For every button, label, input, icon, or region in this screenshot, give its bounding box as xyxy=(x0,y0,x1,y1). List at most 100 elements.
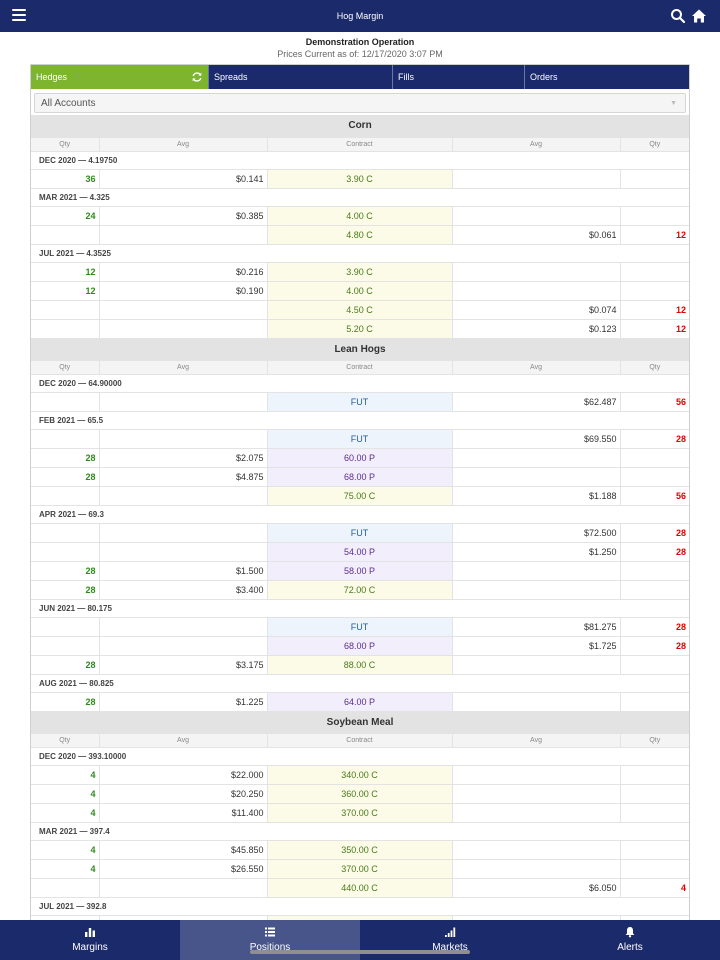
long-qty xyxy=(31,429,100,449)
position-row[interactable]: 12 $0.216 3.90 C xyxy=(31,262,689,282)
position-row[interactable]: 28 $1.225 64.00 P xyxy=(31,692,689,712)
position-row[interactable]: 4 $22.000 340.00 C xyxy=(31,765,689,785)
position-row[interactable]: 75.00 C $1.188 56 xyxy=(31,486,689,506)
short-qty xyxy=(620,169,689,189)
position-row[interactable]: FUT $72.500 28 xyxy=(31,523,689,543)
short-qty: 28 xyxy=(620,636,689,656)
short-qty: 28 xyxy=(620,523,689,543)
position-row[interactable]: 28 $3.400 72.00 C xyxy=(31,580,689,600)
contract-cell[interactable]: FUT xyxy=(267,392,453,412)
long-avg: $1.500 xyxy=(99,561,268,581)
contract-cell[interactable]: FUT xyxy=(267,429,453,449)
long-qty xyxy=(31,225,100,245)
position-row[interactable]: 28 $1.500 58.00 P xyxy=(31,561,689,581)
long-avg: $2.075 xyxy=(99,448,268,468)
position-row[interactable]: 28 $4.875 68.00 P xyxy=(31,467,689,487)
long-qty: 4 xyxy=(31,803,100,823)
contract-cell[interactable]: 370.00 C xyxy=(267,859,453,879)
section-header: Corn xyxy=(31,115,689,138)
contract-cell[interactable]: 5.20 C xyxy=(267,319,453,339)
short-avg: $0.061 xyxy=(452,225,621,245)
position-row[interactable]: 12 $0.190 4.00 C xyxy=(31,281,689,301)
contract-cell[interactable]: 72.00 C xyxy=(267,580,453,600)
contract-cell[interactable]: 54.00 P xyxy=(267,542,453,562)
position-row[interactable]: 440.00 C $6.050 4 xyxy=(31,878,689,898)
long-avg xyxy=(99,319,268,339)
short-avg: $81.275 xyxy=(452,617,621,637)
position-row[interactable]: 28 $3.175 88.00 C xyxy=(31,655,689,675)
contract-cell[interactable]: 68.00 P xyxy=(267,636,453,656)
position-row[interactable]: 5.20 C $0.123 12 xyxy=(31,319,689,339)
position-row[interactable]: 4 $20.250 360.00 C xyxy=(31,784,689,804)
tab-spreads[interactable]: Spreads xyxy=(209,65,393,89)
month-row: JUL 2021 — 4.3525 xyxy=(31,244,689,263)
col-qty-left: Qty xyxy=(31,137,100,152)
short-avg xyxy=(452,467,621,487)
short-qty xyxy=(620,915,689,923)
contract-cell[interactable]: 75.00 C xyxy=(267,486,453,506)
position-row[interactable]: 4 $26.550 370.00 C xyxy=(31,859,689,879)
month-row: JUL 2021 — 392.8 xyxy=(31,897,689,916)
contract-cell[interactable]: 350.00 C xyxy=(267,840,453,860)
position-row[interactable]: 36 $0.141 3.90 C xyxy=(31,169,689,189)
contract-cell[interactable]: 4.00 C xyxy=(267,281,453,301)
position-row[interactable]: FUT $81.275 28 xyxy=(31,617,689,637)
short-avg xyxy=(452,206,621,226)
position-row[interactable]: 54.00 P $1.250 28 xyxy=(31,542,689,562)
position-row[interactable]: FUT $69.550 28 xyxy=(31,429,689,449)
short-qty xyxy=(620,561,689,581)
nav-alerts[interactable]: Alerts xyxy=(540,920,720,960)
search-icon[interactable] xyxy=(670,8,686,24)
short-qty: 12 xyxy=(620,225,689,245)
contract-cell[interactable]: FUT xyxy=(267,617,453,637)
contract-cell[interactable]: 64.00 P xyxy=(267,692,453,712)
month-label: JUL 2021 — 392.8 xyxy=(31,897,689,916)
contract-cell[interactable]: 340.00 C xyxy=(267,765,453,785)
contract-cell[interactable]: 60.00 P xyxy=(267,448,453,468)
position-row[interactable]: 24 $0.385 4.00 C xyxy=(31,206,689,226)
position-row[interactable]: 28 $2.075 60.00 P xyxy=(31,448,689,468)
long-qty xyxy=(31,319,100,339)
refresh-icon[interactable] xyxy=(191,71,203,83)
contract-cell[interactable]: 4.50 C xyxy=(267,300,453,320)
menu-icon[interactable] xyxy=(12,9,26,23)
long-qty: 28 xyxy=(31,448,100,468)
long-qty: 28 xyxy=(31,561,100,581)
column-header-row: Qty Avg Contract Avg Qty xyxy=(31,137,689,152)
col-qty-right: Qty xyxy=(620,137,689,152)
contract-cell[interactable]: FUT xyxy=(267,523,453,543)
contract-cell[interactable]: 68.00 P xyxy=(267,467,453,487)
position-row[interactable]: 4 $11.400 370.00 C xyxy=(31,803,689,823)
position-row[interactable]: 4.50 C $0.074 12 xyxy=(31,300,689,320)
account-select[interactable]: All Accounts ▼ xyxy=(34,93,686,113)
long-avg: $0.385 xyxy=(99,206,268,226)
short-avg xyxy=(452,169,621,189)
contract-cell[interactable]: 4.80 C xyxy=(267,225,453,245)
position-row[interactable]: FUT $62.487 56 xyxy=(31,392,689,412)
long-qty xyxy=(31,392,100,412)
contract-cell[interactable]: 360.00 C xyxy=(267,784,453,804)
position-row[interactable]: 4.80 C $0.061 12 xyxy=(31,225,689,245)
long-qty: 24 xyxy=(31,206,100,226)
nav-margins[interactable]: Margins xyxy=(0,920,180,960)
tab-fills[interactable]: Fills xyxy=(393,65,525,89)
contract-cell[interactable]: 88.00 C xyxy=(267,655,453,675)
tab-orders[interactable]: Orders xyxy=(525,65,689,89)
contract-cell[interactable]: 440.00 C xyxy=(267,878,453,898)
long-qty: 4 xyxy=(31,765,100,785)
nav-positions[interactable]: Positions xyxy=(180,920,360,960)
contract-cell[interactable]: 4.00 C xyxy=(267,206,453,226)
tab-hedges[interactable]: Hedges xyxy=(31,65,209,89)
contract-cell[interactable]: 3.90 C xyxy=(267,262,453,282)
contract-cell[interactable]: 370.00 C xyxy=(267,803,453,823)
contract-cell[interactable]: 3.90 C xyxy=(267,169,453,189)
chevron-down-icon: ▼ xyxy=(670,100,677,107)
position-row[interactable]: 4 $45.850 350.00 C xyxy=(31,840,689,860)
bottom-nav: Margins Positions Markets Alerts xyxy=(0,920,720,960)
column-header-row: Qty Avg Contract Avg Qty xyxy=(31,733,689,748)
nav-markets[interactable]: Markets xyxy=(360,920,540,960)
position-row[interactable]: 68.00 P $1.725 28 xyxy=(31,636,689,656)
col-avg-left: Avg xyxy=(99,733,268,748)
home-icon[interactable] xyxy=(691,8,707,24)
contract-cell[interactable]: 58.00 P xyxy=(267,561,453,581)
